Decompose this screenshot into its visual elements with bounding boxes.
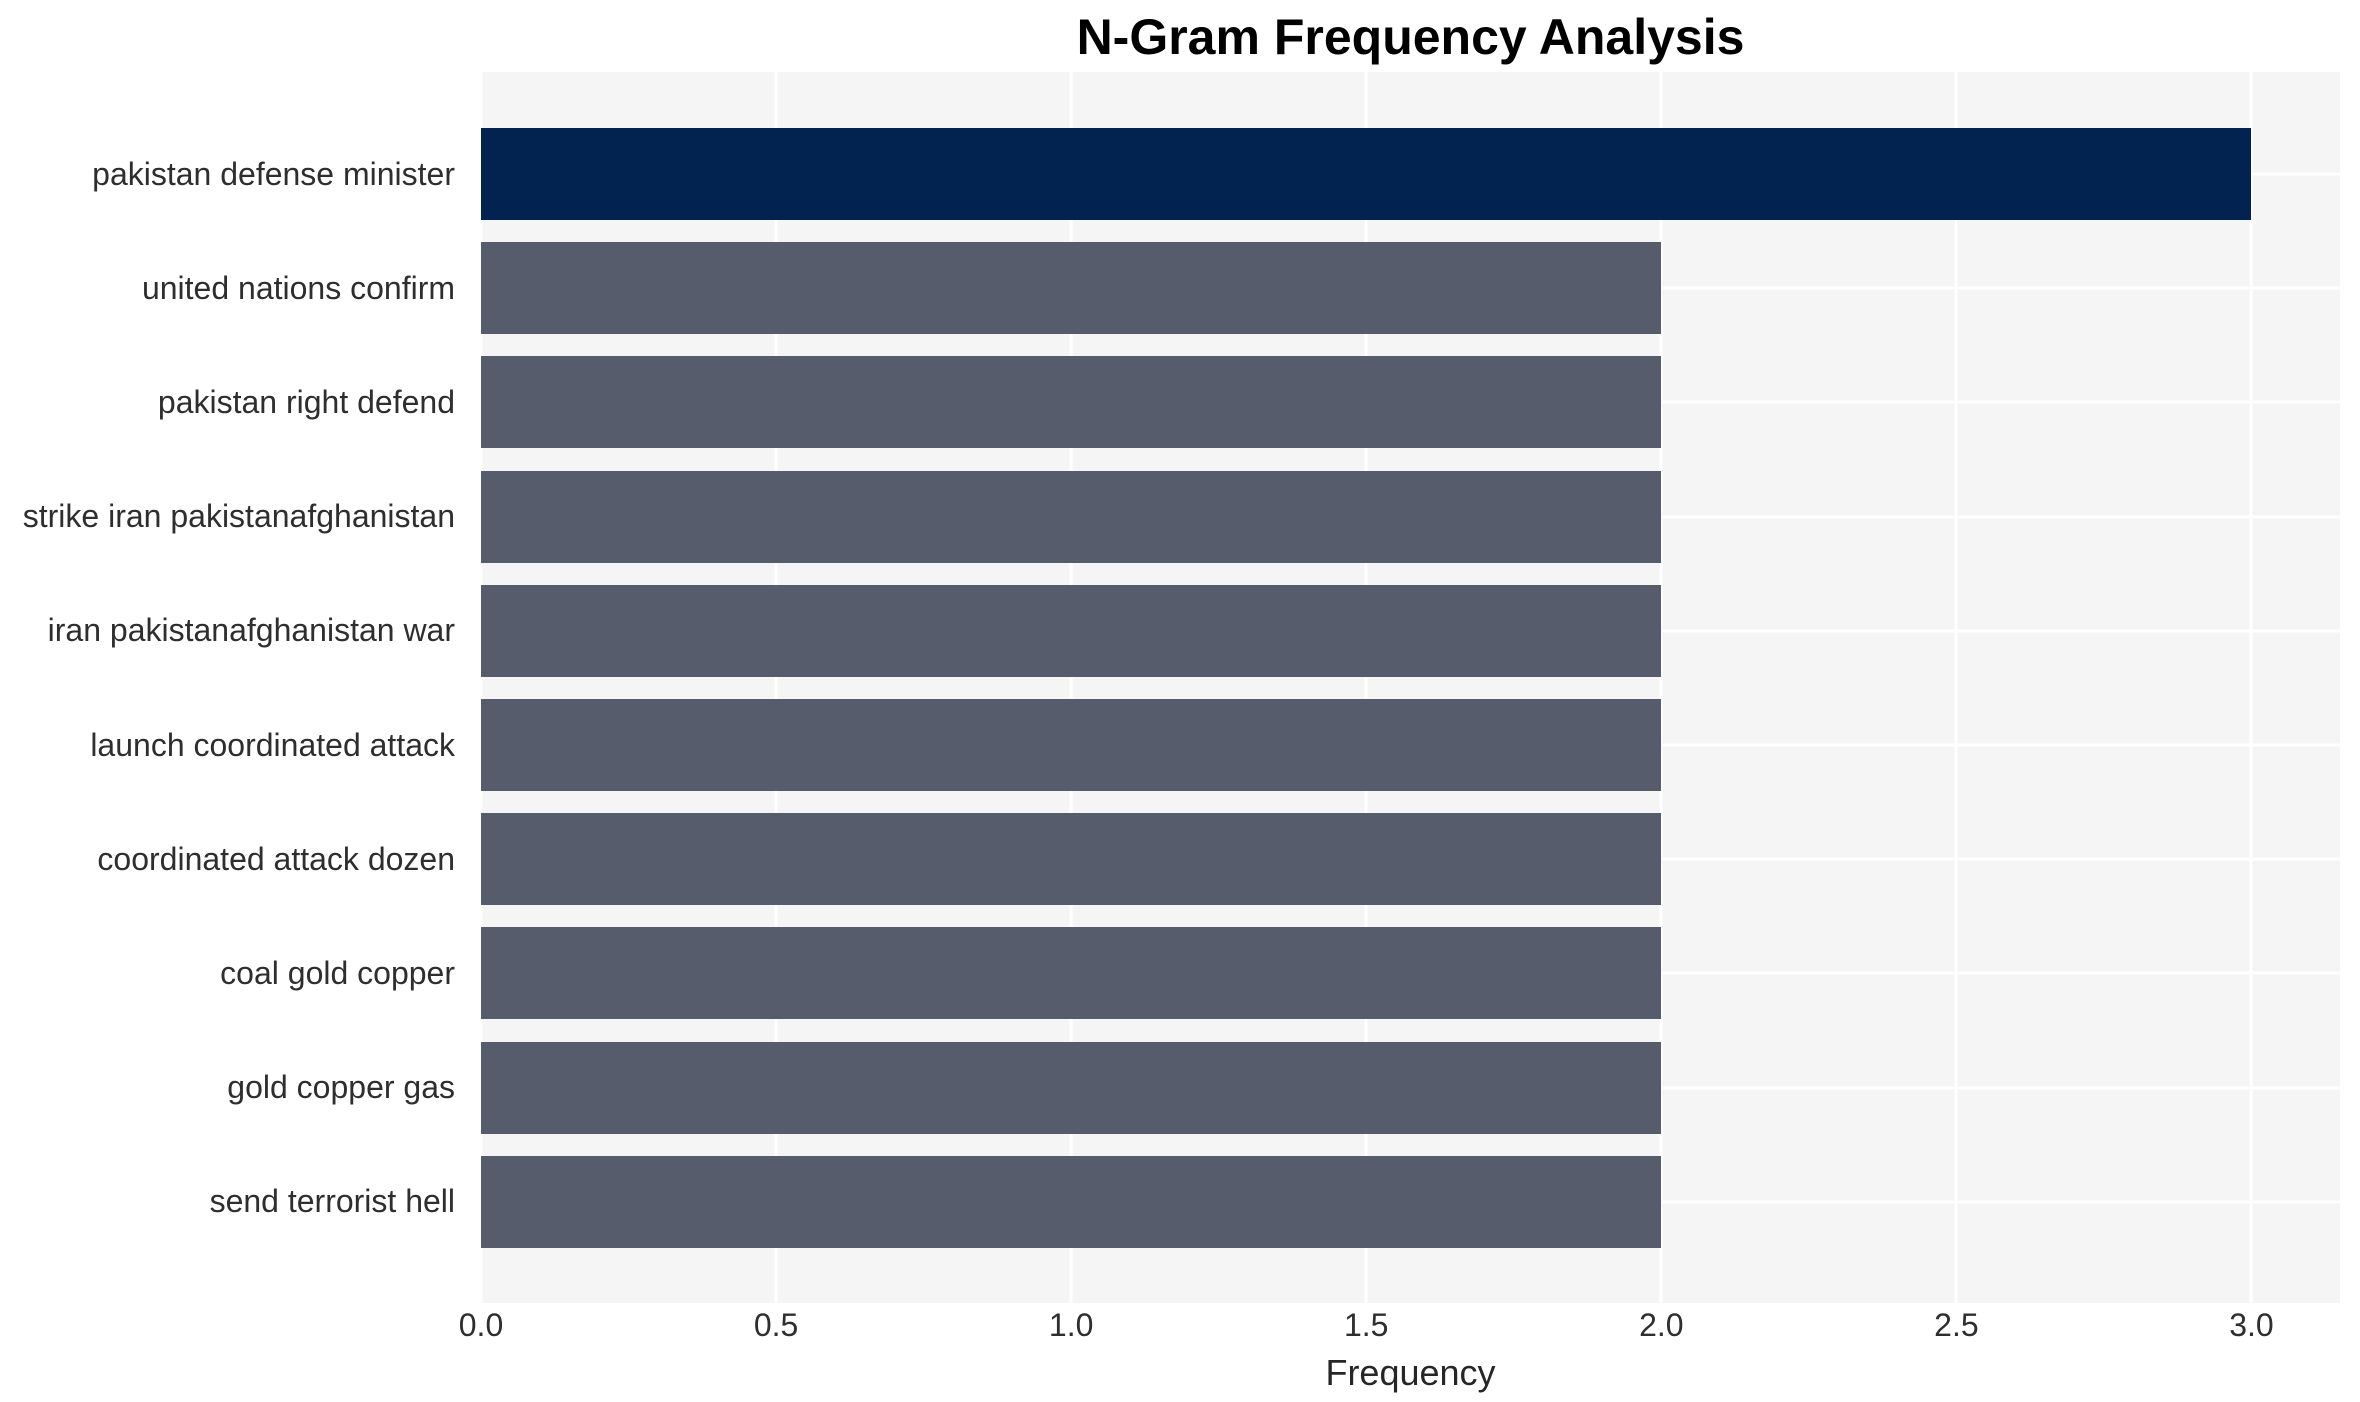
bar-row <box>481 574 2340 688</box>
y-axis-label: united nations confirm <box>141 269 455 306</box>
bar-united-nations-confirm <box>481 242 1662 335</box>
x-tick-label: 0.0 <box>458 1307 504 1343</box>
bar-pakistan-right-defend <box>481 356 1662 449</box>
y-axis-label: pakistan defense minister <box>92 155 455 192</box>
x-axis-ticks: 0.0 0.5 1.0 1.5 2.0 2.5 3.0 <box>459 1307 2340 1347</box>
y-axis-label: send terrorist hell <box>209 1183 455 1220</box>
y-axis-label: coal gold copper <box>220 954 455 991</box>
gridline-vertical <box>1659 72 1663 1303</box>
bar-row <box>481 117 2340 231</box>
bar-row <box>481 231 2340 345</box>
y-axis-label: pakistan right defend <box>157 383 455 420</box>
gridline-vertical <box>2249 72 2253 1303</box>
bar-pakistan-defense-minister <box>481 128 2252 221</box>
y-axis-label: coordinated attack dozen <box>97 840 455 877</box>
bar-launch-coordinated-attack <box>481 699 1662 792</box>
bar-rows <box>481 117 2340 1259</box>
chart-title: N-Gram Frequency Analysis <box>1076 9 1745 65</box>
bar-row <box>481 802 2340 916</box>
gridline-vertical <box>1364 72 1368 1303</box>
bar-row <box>481 460 2340 574</box>
gridline-vertical <box>774 72 778 1303</box>
bar-row <box>481 345 2340 459</box>
x-tick-label: 1.0 <box>1048 1307 1094 1343</box>
bar-row <box>481 688 2340 802</box>
bar-send-terrorist-hell <box>481 1155 1662 1248</box>
x-tick-label: 2.5 <box>1934 1307 1979 1343</box>
x-tick-label: 3.0 <box>2229 1307 2274 1343</box>
bar-gold-copper-gas <box>481 1041 1662 1134</box>
bar-strike-iran-pakistanafghanistan <box>481 470 1662 563</box>
x-tick-label: 2.0 <box>1639 1307 1684 1343</box>
gridline-vertical <box>479 72 483 1303</box>
bar-coordinated-attack-dozen <box>481 813 1662 906</box>
gridline-vertical <box>1954 72 1958 1303</box>
y-axis-label: gold copper gas <box>227 1069 455 1106</box>
bar-row <box>481 1031 2340 1145</box>
x-tick-label: 0.5 <box>753 1307 799 1343</box>
bar-row <box>481 1145 2340 1259</box>
y-axis-label: launch coordinated attack <box>90 726 455 763</box>
x-axis-title: Frequency <box>1325 1352 1496 1393</box>
y-axis-label: strike iran pakistanafghanistan <box>22 498 455 535</box>
plot-area <box>479 72 2340 1303</box>
gridline-vertical <box>1069 72 1073 1303</box>
bar-row <box>481 916 2340 1030</box>
bar-coal-gold-copper <box>481 927 1662 1020</box>
y-axis-labels: pakistan defense minister united nations … <box>0 117 467 1259</box>
x-tick-label: 1.5 <box>1343 1307 1389 1343</box>
bar-iran-pakistanafghanistan-war <box>481 584 1662 677</box>
y-axis-label: iran pakistanafghanistan war <box>47 612 455 649</box>
